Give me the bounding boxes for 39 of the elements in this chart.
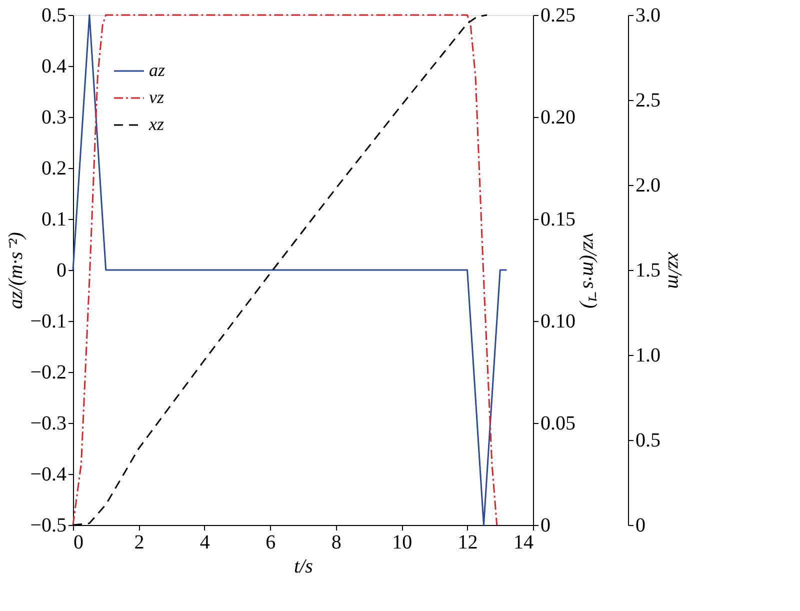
x-tick-label: 14 [514,532,534,554]
x-tick-label: 2 [134,532,144,554]
y-tick-label: 0 [56,260,66,282]
y3-tick-label: 2.5 [636,90,660,112]
y-tick-label: −0.3 [30,412,66,434]
y3-tick-label: 0.5 [636,430,660,452]
y2-tick-label: 0.15 [540,208,576,230]
x-tick-label: 8 [331,532,342,554]
y3-tick-label: 0 [636,514,646,536]
y2-tick-label: 0 [540,514,550,536]
y3-tick-label: 1.0 [636,344,660,366]
y3-tick-label: 2.0 [636,174,660,196]
y-axis-title: az/(m·s⁻²) [5,232,28,309]
y2-axis-title: vz/(m·s⁻¹) [578,232,600,309]
y2-tick-label: 0.20 [540,106,576,128]
y-tick-label: 0.2 [42,158,66,180]
x-tick-label: 4 [200,532,210,554]
y-tick-label: 0.5 [42,4,66,26]
y-tick-label: −0.2 [30,362,66,384]
y-tick-label: 0.4 [42,56,66,78]
x-tick-label: 12 [458,532,478,554]
x-tick-label: 0 [74,532,84,554]
y3-axis-title: xz/m [664,251,686,289]
legend-label: az [149,60,166,80]
y-tick-label: 0.3 [42,106,66,128]
y-tick-label: −0.5 [30,514,66,536]
x-tick-label: 10 [392,532,412,554]
legend-label: vz [149,87,164,107]
y3-tick-label: 1.5 [636,260,660,282]
x-tick-label: 6 [266,532,276,554]
y2-tick-label: 0.05 [540,412,576,434]
x-axis-title: t/s [294,556,314,578]
y2-tick-label: 0.25 [540,4,576,26]
y-tick-label: 0.1 [42,208,66,230]
y-tick-label: −0.1 [30,310,66,332]
y-tick-label: −0.4 [30,464,66,486]
y3-tick-label: 3.0 [636,4,660,26]
y2-tick-label: 0.10 [540,310,576,332]
legend-label: xz [148,114,164,134]
